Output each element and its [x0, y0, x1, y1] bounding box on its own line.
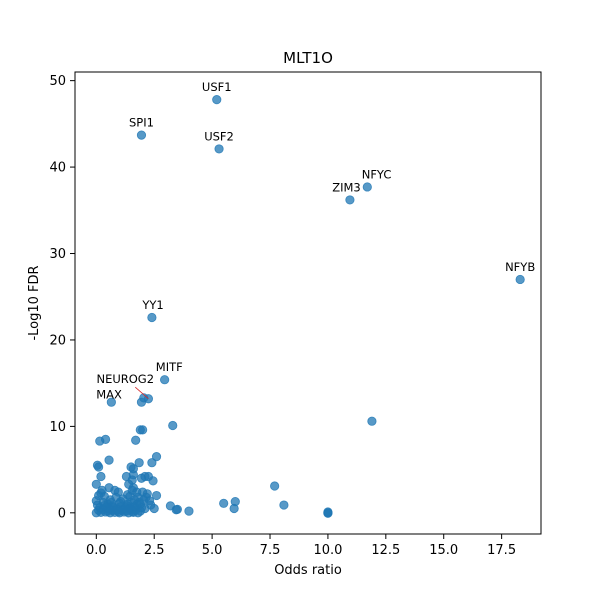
point-annotation: MAX [96, 388, 122, 402]
data-point [515, 274, 525, 285]
data-point [104, 455, 114, 465]
data-point [147, 312, 157, 323]
y-axis-title: -Log10 FDR [27, 265, 42, 340]
x-tick-label: 15.0 [429, 543, 458, 558]
data-point [229, 503, 239, 514]
data-point [136, 130, 147, 140]
data-point [219, 498, 229, 508]
y-tick-label: 40 [49, 161, 66, 176]
data-point [95, 436, 105, 446]
data-point [96, 471, 106, 482]
data-point [147, 458, 157, 468]
x-tick-label: 0.0 [86, 543, 107, 558]
data-point [171, 505, 181, 515]
data-point [135, 499, 145, 509]
y-tick-label: 30 [49, 247, 66, 262]
y-axis: 0 10 20 30 40 50 [49, 74, 75, 521]
data-point [125, 503, 135, 513]
point-annotation: YY1 [141, 298, 163, 312]
data-point [106, 497, 116, 508]
data-point [279, 500, 289, 510]
plot-area-frame [74, 71, 542, 535]
data-point [128, 470, 138, 480]
point-annotation: NEUROG2 [96, 372, 154, 386]
x-tick-label: 10.0 [313, 543, 342, 558]
data-point [92, 500, 103, 510]
data-point [345, 195, 355, 205]
data-point [151, 490, 162, 501]
y-tick-label: 10 [49, 420, 66, 435]
points-layer [91, 95, 525, 518]
chart-title: MLT1O [283, 49, 333, 67]
data-point [91, 479, 101, 489]
point-annotation: NFYB [505, 260, 535, 274]
point-annotation: USF1 [202, 80, 232, 94]
data-point [148, 476, 158, 486]
y-tick-label: 50 [49, 74, 66, 89]
data-point [138, 425, 148, 435]
data-point [146, 500, 156, 510]
x-axis: 0.0 2.5 5.0 7.5 10.0 12.5 15.0 17.5 [86, 534, 516, 558]
data-point [151, 452, 162, 462]
point-annotation: USF2 [204, 129, 234, 143]
data-point [323, 508, 333, 518]
data-point [367, 416, 377, 426]
x-tick-label: 7.5 [260, 543, 281, 558]
data-point [214, 144, 224, 154]
data-point [134, 458, 144, 468]
x-axis-title: Odds ratio [274, 563, 342, 578]
data-point [168, 420, 178, 431]
data-point [106, 397, 116, 407]
data-point [94, 462, 104, 472]
data-point [131, 435, 141, 445]
data-point [184, 506, 194, 516]
point-annotation: NFYC [362, 167, 392, 181]
point-annotation: MITF [156, 360, 183, 374]
data-point [160, 375, 170, 385]
data-point [94, 490, 104, 501]
x-tick-label: 2.5 [144, 543, 165, 558]
y-tick-label: 20 [49, 333, 66, 348]
y-tick-label: 0 [58, 506, 66, 521]
x-tick-label: 12.5 [371, 543, 400, 558]
data-point [212, 95, 222, 105]
x-tick-label: 17.5 [487, 543, 516, 558]
data-point [362, 182, 372, 192]
data-point [270, 481, 280, 491]
data-point [138, 487, 148, 497]
x-tick-label: 5.0 [202, 543, 223, 558]
annotation-arrow [134, 386, 149, 400]
data-point [136, 473, 147, 483]
point-annotation: SPI1 [129, 115, 154, 129]
point-annotation: ZIM3 [332, 180, 361, 194]
data-point [111, 505, 121, 515]
